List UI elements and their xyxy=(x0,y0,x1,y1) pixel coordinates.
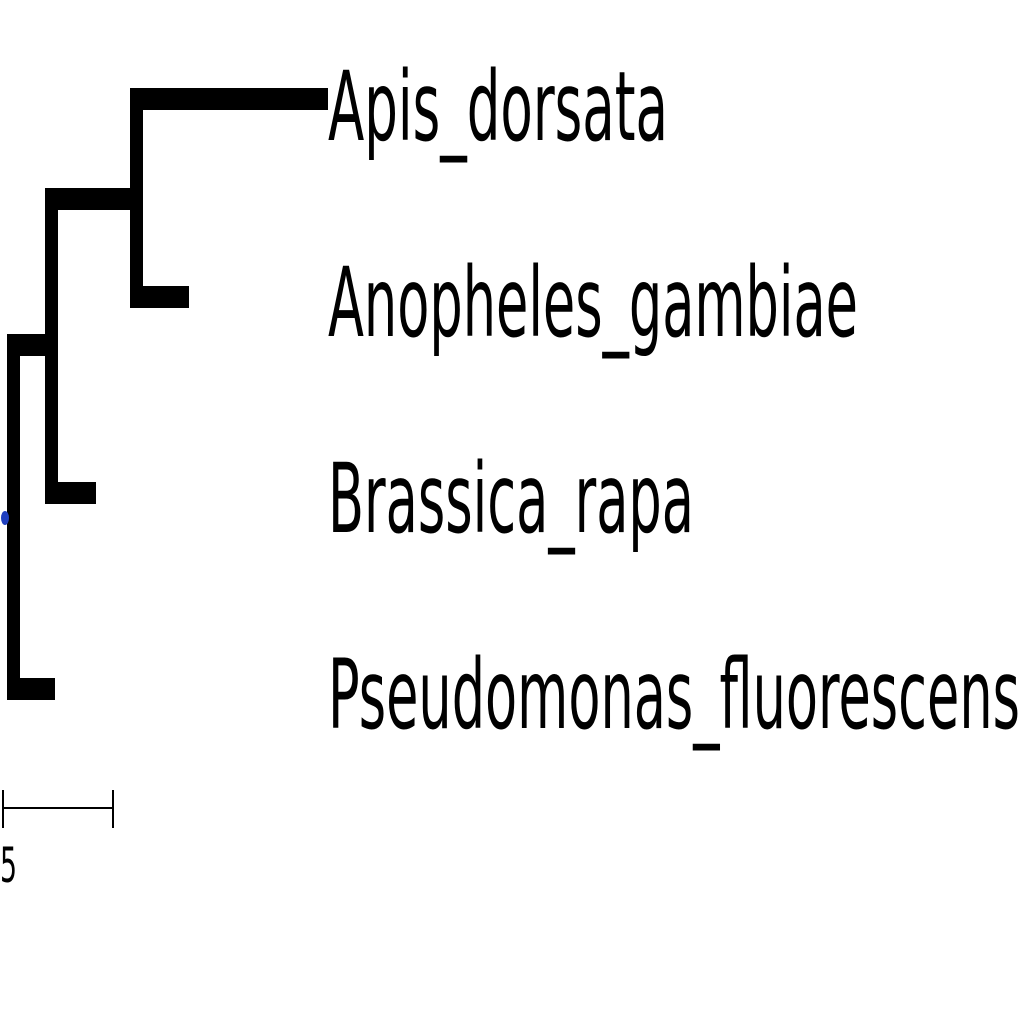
leaf-labels: Apis_dorsata Anopheles_gambiae Brassica_… xyxy=(328,51,1020,751)
branch-pseudomonas xyxy=(7,678,55,700)
branch-apis xyxy=(130,88,328,110)
leaf-label-apis-dorsata: Apis_dorsata xyxy=(328,51,668,163)
branch-node-a-to-node-b xyxy=(45,188,139,210)
leaf-label-brassica-rapa: Brassica_rapa xyxy=(328,443,694,555)
leaf-label-pseudomonas-fluorescens: Pseudomonas_fluorescens xyxy=(328,639,1020,751)
branch-node-b-vertical xyxy=(130,88,143,308)
root-node-marker xyxy=(1,511,9,525)
branch-brassica xyxy=(45,482,96,504)
scale-bar: 5 xyxy=(0,790,114,894)
branch-root-to-node-a xyxy=(7,334,55,356)
leaf-label-anopheles-gambiae: Anopheles_gambiae xyxy=(328,247,858,359)
scale-bar-label: 5 xyxy=(0,838,17,894)
branch-node-a-vertical xyxy=(45,188,58,504)
branch-root-vertical xyxy=(7,336,20,700)
branch-anopheles xyxy=(130,286,189,308)
tree-branches xyxy=(7,88,328,700)
